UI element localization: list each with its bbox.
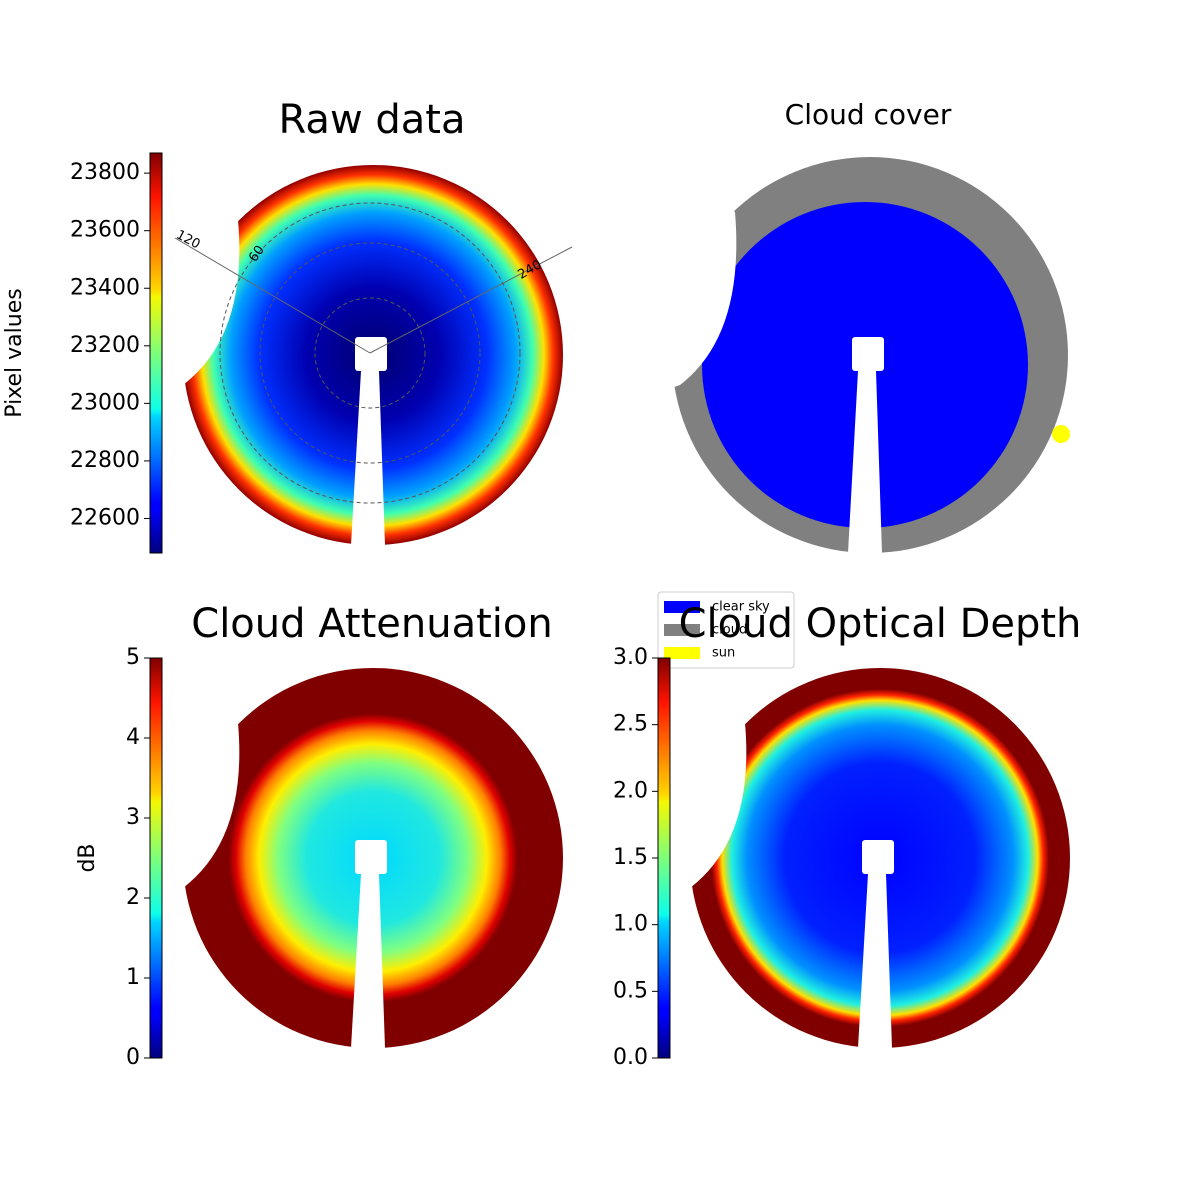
horizon-mask xyxy=(652,157,737,395)
polar-circle xyxy=(219,202,521,504)
colorbar-tick-label: 1.5 xyxy=(613,845,648,870)
colorbar-tick-label: 1 xyxy=(126,965,140,990)
colorbar-label: dB xyxy=(75,843,100,872)
panel-title: Raw data xyxy=(279,97,466,143)
panel-title: Cloud cover xyxy=(785,98,952,131)
mast-pole xyxy=(351,371,385,545)
colorbar-tick-label: 23000 xyxy=(70,390,140,415)
legend: clear sky cloud sun xyxy=(657,591,795,669)
colorbar-tick-label: 3 xyxy=(126,805,140,830)
polar-circle xyxy=(259,242,481,464)
colorbar-tick-label: 23400 xyxy=(70,275,140,300)
colorbar-tick-label: 2 xyxy=(126,885,140,910)
colorbar-tick-label: 3.0 xyxy=(613,645,648,670)
colorbar-tick-label: 0.5 xyxy=(613,978,648,1003)
mast-head xyxy=(852,337,884,371)
legend-swatch xyxy=(664,601,700,613)
colorbar-tick-label: 23800 xyxy=(70,160,140,185)
colorbar-tick-label: 4 xyxy=(126,725,140,750)
mast-head xyxy=(862,840,894,874)
colorbar-tick-label: 0 xyxy=(126,1045,140,1070)
colorbar xyxy=(657,657,671,1059)
mast-pole xyxy=(858,874,892,1048)
colorbar xyxy=(149,152,163,554)
colorbar-tick-label: 0.0 xyxy=(613,1045,648,1070)
legend-swatch xyxy=(664,624,700,636)
mast-head xyxy=(355,840,387,874)
colorbar-tick-label: 22600 xyxy=(70,505,140,530)
colorbar-tick-label: 23600 xyxy=(70,218,140,243)
colorbar-tick-label: 23200 xyxy=(70,333,140,358)
legend-label: cloud xyxy=(712,623,747,638)
polar-ray xyxy=(174,237,371,354)
mast xyxy=(858,840,894,1048)
legend-label: sun xyxy=(712,646,735,661)
mast xyxy=(351,840,387,1048)
horizon-mask xyxy=(163,165,240,395)
mast xyxy=(351,337,387,545)
polar-ray xyxy=(369,246,573,354)
horizon-mask xyxy=(163,668,240,898)
colorbar-tick-label: 1.0 xyxy=(613,912,648,937)
colorbar-tick-label: 22800 xyxy=(70,448,140,473)
panel-title: Cloud Optical Depth xyxy=(679,601,1082,647)
horizon-mask xyxy=(670,668,747,898)
legend-label: clear sky xyxy=(712,600,770,615)
colorbar-tick-label: 2.5 xyxy=(613,712,648,737)
colorbar-tick-label: 2.0 xyxy=(613,778,648,803)
mast-pole xyxy=(351,874,385,1048)
mast-pole xyxy=(848,371,882,553)
colorbar xyxy=(149,657,163,1059)
mast xyxy=(848,337,884,553)
polar-circle xyxy=(314,297,426,409)
mast-head xyxy=(355,337,387,371)
sun-marker xyxy=(1052,425,1070,443)
legend-swatch xyxy=(664,647,700,659)
panel-title: Cloud Attenuation xyxy=(191,601,552,647)
colorbar-tick-label: 5 xyxy=(126,645,140,670)
colorbar-label: Pixel values xyxy=(2,288,27,417)
